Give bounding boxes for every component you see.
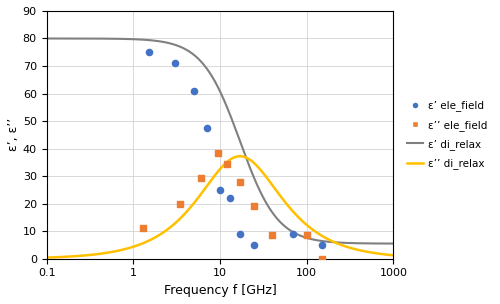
Y-axis label: ε’, ε’’: ε’, ε’’ [7, 118, 20, 151]
ε’’ ele_field [318, 256, 326, 261]
ε’’ ele_field [236, 179, 244, 184]
ε’ ele_field [236, 232, 244, 237]
X-axis label: Frequency f [GHz]: Frequency f [GHz] [164, 284, 276, 297]
ε’’ di_relax [328, 239, 334, 243]
Line: ε’’ di_relax: ε’’ di_relax [46, 156, 394, 257]
ε’’ ele_field [268, 233, 276, 238]
ε’ ele_field [216, 188, 224, 192]
ε’’ ele_field [223, 161, 231, 166]
ε’ ele_field [170, 61, 178, 66]
ε’’ di_relax [208, 178, 214, 182]
Legend: ε’ ele_field, ε’’ ele_field, ε’ di_relax, ε’’ di_relax: ε’ ele_field, ε’’ ele_field, ε’ di_relax… [402, 95, 492, 174]
ε’ ele_field [250, 243, 258, 247]
— ε’ di_relax [210, 77, 216, 81]
ε’’ di_relax [237, 154, 243, 158]
— ε’ di_relax [382, 242, 388, 245]
ε’ ele_field [289, 232, 297, 237]
ε’’ ele_field [302, 233, 310, 238]
— ε’ di_relax [231, 124, 237, 127]
— ε’ di_relax [250, 173, 256, 177]
ε’ ele_field [226, 196, 234, 201]
ε’’ ele_field [214, 150, 222, 155]
— ε’ di_relax [208, 73, 214, 77]
ε’ ele_field [144, 50, 152, 55]
Line: — ε’ di_relax: — ε’ di_relax [46, 39, 394, 244]
ε’’ di_relax [382, 253, 388, 256]
ε’’ ele_field [250, 204, 258, 209]
ε’’ di_relax [44, 256, 50, 259]
ε’’ ele_field [196, 175, 204, 180]
ε’’ di_relax [390, 254, 396, 257]
— ε’ di_relax [390, 242, 396, 245]
ε’ ele_field [318, 243, 326, 247]
ε’’ ele_field [176, 201, 184, 206]
ε’’ di_relax [210, 175, 216, 179]
— ε’ di_relax [328, 240, 334, 244]
ε’’ di_relax [250, 161, 256, 164]
ε’’ ele_field [139, 226, 147, 231]
ε’ ele_field [202, 126, 210, 130]
ε’’ di_relax [231, 156, 237, 159]
— ε’ di_relax [44, 37, 50, 40]
ε’ ele_field [190, 88, 198, 93]
